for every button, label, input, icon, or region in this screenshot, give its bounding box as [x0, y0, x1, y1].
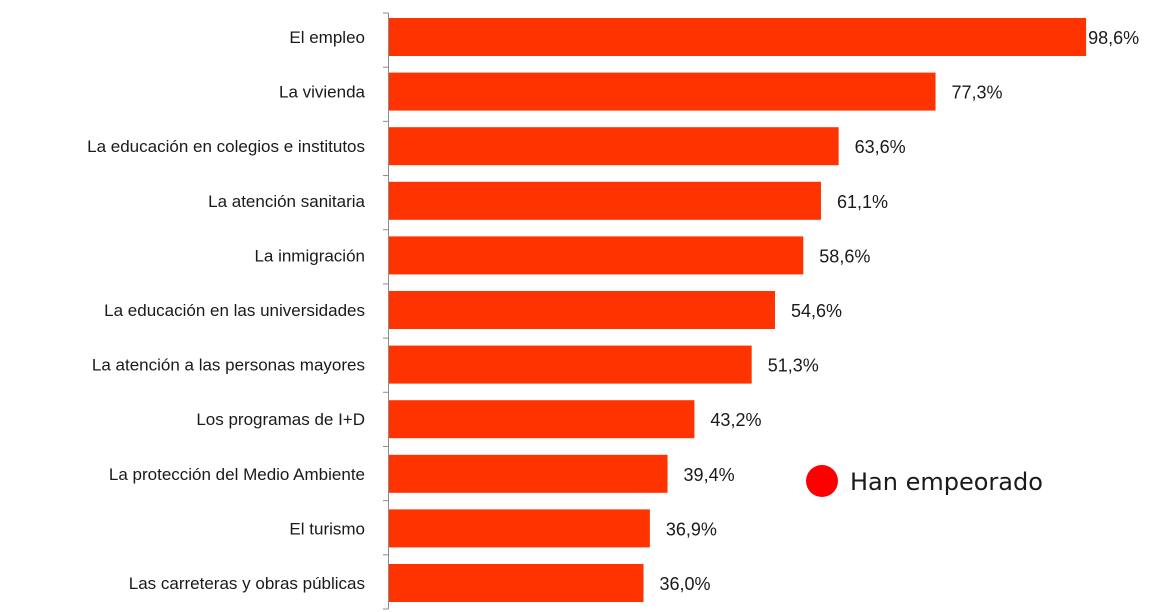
category-label: Las carreteras y obras públicas — [129, 574, 365, 593]
bar — [389, 236, 804, 275]
category-label: La inmigración — [254, 246, 365, 265]
bar — [389, 400, 695, 439]
bar — [389, 72, 936, 111]
bar — [389, 291, 776, 329]
data-label: 51,3% — [768, 356, 819, 376]
bar — [389, 509, 650, 548]
legend: Han empeorado — [806, 465, 1043, 497]
category-label: La educación en colegios e institutos — [87, 137, 365, 156]
legend-marker — [806, 465, 838, 497]
category-label: La vivienda — [279, 83, 366, 102]
bars-group — [389, 18, 1087, 602]
category-label: La atención sanitaria — [208, 192, 365, 211]
category-axis — [383, 12, 389, 610]
legend-label: Han empeorado — [850, 468, 1043, 496]
category-label: El turismo — [289, 519, 365, 538]
bar — [389, 345, 752, 384]
category-label: La atención a las personas mayores — [92, 356, 365, 375]
data-label: 39,4% — [684, 465, 735, 485]
category-label: Los programas de I+D — [196, 410, 365, 429]
data-label: 98,6% — [1088, 28, 1139, 48]
data-label: 58,6% — [819, 246, 870, 266]
category-label: El empleo — [289, 28, 365, 47]
data-label: 36,9% — [666, 519, 717, 539]
data-label: 63,6% — [855, 137, 906, 157]
bar — [389, 564, 644, 602]
bar — [389, 181, 821, 220]
category-label: La educación en las universidades — [104, 301, 365, 320]
bar — [389, 127, 839, 166]
bar — [389, 454, 668, 493]
data-label: 54,6% — [791, 301, 842, 321]
data-label: 77,3% — [952, 83, 1003, 103]
data-label: 43,2% — [710, 410, 761, 430]
data-label: 61,1% — [837, 192, 888, 212]
data-label: 36,0% — [660, 574, 711, 594]
category-label: La protección del Medio Ambiente — [109, 465, 365, 484]
bar — [389, 18, 1087, 56]
labels-group: El empleo 98,6% La vivienda 77,3% La educaci… — [87, 28, 1139, 594]
